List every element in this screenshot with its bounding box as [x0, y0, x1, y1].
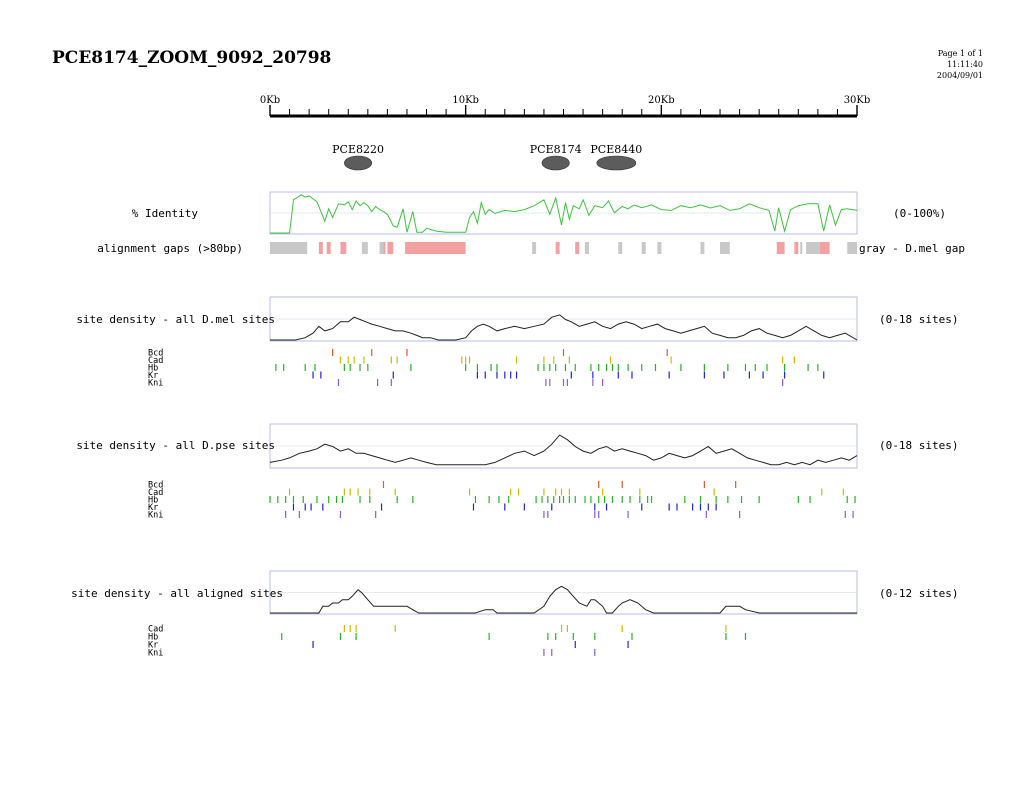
gap-segment-gray [379, 242, 386, 254]
tf-label-hb: Hb [148, 496, 158, 506]
tf-label-kr: Kr [148, 503, 158, 513]
enhancer-ellipse [541, 155, 570, 171]
tf-label-cad: Cad [148, 488, 163, 498]
gap-segment-gray [270, 242, 308, 254]
gap-segment-gray [361, 242, 368, 254]
print-time: 11:11:40 [947, 60, 983, 69]
gap-segment-gray [585, 242, 589, 254]
alignment-gaps-track: alignment gaps (>80bp) gray - D.mel gap [97, 242, 965, 255]
identity-range: (0-100%) [893, 207, 946, 220]
gap-segment-red [794, 242, 799, 254]
alignment-gaps-legend: gray - D.mel gap [859, 242, 965, 255]
tf-label-kr: Kr [148, 371, 158, 381]
page-number: Page 1 of 1 [937, 49, 983, 58]
gap-segment-red [575, 242, 580, 254]
tf-label-bcd: Bcd [148, 481, 163, 491]
density-aligned-range: (0-12 sites) [879, 587, 958, 600]
density-mel-range: (0-18 sites) [879, 313, 958, 326]
gap-segment-red [326, 242, 331, 254]
tf-label-kr: Kr [148, 641, 158, 651]
tf-label-cad: Cad [148, 356, 163, 366]
gap-segment-red [819, 242, 830, 254]
density-pse-label: site density - all D.pse sites [76, 439, 275, 452]
density-aligned-track: site density - all aligned sites (0-12 si… [71, 570, 958, 615]
density-pse-track: site density - all D.pse sites (0-18 site… [76, 423, 958, 469]
density-aligned-label: site density - all aligned sites [71, 587, 283, 600]
gap-segment-gray [800, 242, 803, 254]
gap-segment-gray [806, 242, 820, 254]
page-title: PCE8174_ZOOM_9092_20798 [52, 48, 332, 68]
identity-line [270, 194, 858, 234]
gap-segment-gray [532, 242, 537, 254]
tf-label-hb: Hb [148, 633, 158, 643]
gap-segment-red [318, 242, 323, 254]
tf-label-bcd: Bcd [148, 349, 163, 359]
gap-segment-gray [641, 242, 646, 254]
gap-segment-gray [657, 242, 662, 254]
identity-track: % Identity (0-100%) [132, 191, 946, 235]
gap-segment-red [405, 242, 466, 254]
gap-segment-red [383, 242, 386, 254]
ruler-tick-label: 0Kb [260, 95, 280, 106]
identity-label: % Identity [132, 207, 199, 220]
print-date: 2004/09/01 [936, 71, 983, 80]
gap-segment-gray [847, 242, 857, 254]
density-mel-track: site density - all D.mel sites (0-18 site… [76, 296, 958, 342]
gap-segment-red [555, 242, 560, 254]
gap-segment-red [387, 242, 394, 254]
density-aligned-line [270, 585, 857, 614]
tf-label-hb: Hb [148, 364, 158, 374]
ruler-tick-label: 20Kb [648, 95, 675, 106]
page-meta: Page 1 of 1 11:11:40 2004/09/01 [937, 48, 983, 81]
alignment-gaps-label: alignment gaps (>80bp) [97, 242, 243, 255]
gap-segment-red [776, 242, 785, 254]
enhancer-label: PCE8220 [332, 143, 384, 156]
density-pse-range: (0-18 sites) [879, 439, 958, 452]
density-mel-label: site density - all D.mel sites [76, 313, 275, 326]
ruler-axis: 0Kb 10Kb 20Kb 30Kb [260, 95, 871, 118]
tf-label-kni: Kni [148, 511, 163, 521]
density-mel-line [270, 314, 858, 341]
ruler-tick-label: 10Kb [452, 95, 479, 106]
density-pse-line [269, 434, 858, 466]
tf-label-kni: Kni [148, 649, 163, 659]
gap-segment-gray [700, 242, 705, 254]
gap-segment-gray [720, 242, 730, 254]
gap-segment-red [340, 242, 347, 254]
ruler-tick-label: 30Kb [844, 95, 871, 106]
tf-label-kni: Kni [148, 379, 163, 389]
enhancer-label: PCE8174 [530, 143, 582, 156]
tf-label-cad: Cad [148, 625, 163, 635]
enhancer-ellipse [344, 155, 373, 171]
enhancer-ellipse [596, 155, 637, 171]
enhancer-label: PCE8440 [590, 143, 642, 156]
enhancer-track: PCE8220 PCE8174 PCE8440 [332, 143, 642, 171]
gap-segment-gray [618, 242, 623, 254]
